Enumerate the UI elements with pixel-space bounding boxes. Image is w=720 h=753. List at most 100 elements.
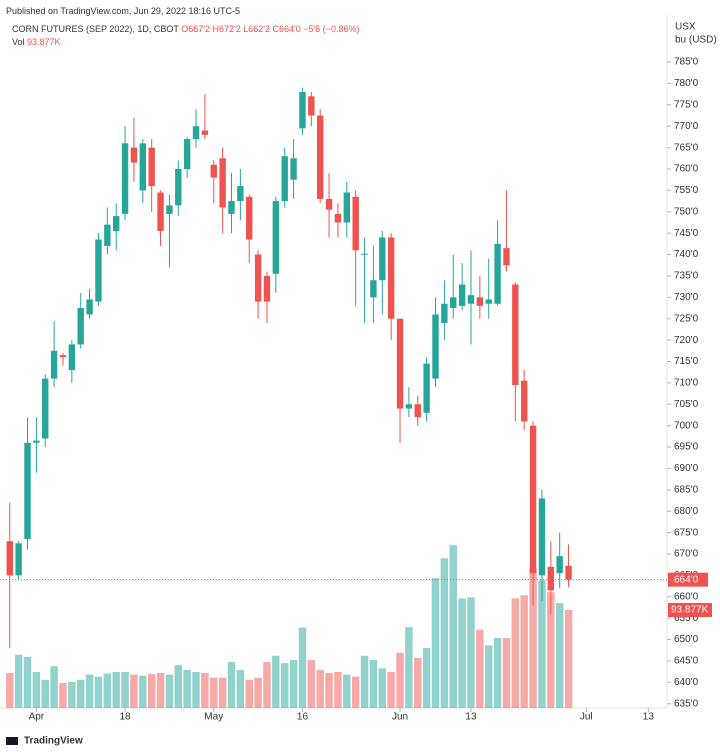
volume-bar	[245, 679, 253, 708]
header: CORN FUTURES (SEP 2022), 1D, CBOT O667'2…	[12, 24, 359, 34]
candle-body	[24, 442, 31, 540]
axis-unit: bu (USD)	[675, 35, 717, 46]
volume-bar	[272, 655, 280, 708]
candle-body	[450, 297, 457, 309]
volume-bar	[564, 610, 573, 708]
y-tick-label: 675'0	[674, 527, 699, 538]
candle-body	[86, 299, 93, 315]
volume-bar	[387, 671, 395, 708]
candle-body	[6, 541, 13, 576]
volume-bar	[484, 645, 493, 708]
volume-bar	[316, 669, 324, 708]
y-tick-label: 700'0	[674, 420, 699, 431]
candle-body	[148, 147, 155, 187]
candle-body	[272, 201, 280, 274]
candle-body	[290, 158, 297, 180]
candle-body	[494, 243, 501, 304]
candle-body	[112, 216, 120, 232]
logo-icon	[6, 737, 18, 745]
volume-bar	[289, 659, 298, 708]
volume-bar	[174, 665, 183, 708]
x-tick-label: 13	[465, 712, 477, 723]
candle-body	[281, 156, 288, 202]
candle-body	[387, 237, 395, 319]
volume-bar	[32, 671, 41, 708]
y-tick-label: 740'0	[674, 249, 699, 260]
volume-bar	[103, 673, 112, 708]
volume-bar	[431, 578, 440, 708]
y-tick-label: 760'0	[674, 164, 699, 175]
volume-bar	[23, 656, 32, 708]
volume-bar	[218, 677, 227, 708]
candle-body	[219, 158, 226, 208]
published-note: Published on TradingView.com, Jun 29, 20…	[6, 6, 240, 16]
candle-body	[458, 284, 466, 306]
last-volume-tag	[668, 603, 712, 618]
candle-body	[15, 543, 22, 576]
y-tick-label: 695'0	[674, 442, 699, 453]
volume-bar	[555, 603, 564, 708]
y-tick-label: 720'0	[674, 335, 699, 346]
candle-body	[299, 92, 306, 129]
candle-body	[210, 164, 217, 178]
candle-body	[42, 378, 49, 439]
volume-bar	[112, 671, 120, 708]
volume-bar	[183, 669, 191, 708]
y-tick-label: 655'0	[674, 613, 699, 624]
volume-bar	[440, 558, 449, 708]
candle-body	[130, 147, 138, 163]
candle-body	[343, 192, 350, 223]
volume-bar	[59, 682, 67, 708]
y-tick-label: 645'0	[674, 656, 699, 667]
volume-bar	[14, 654, 23, 708]
x-tick-label: May	[204, 712, 223, 723]
x-tick-label: Apr	[29, 712, 45, 723]
volume-bar	[476, 629, 484, 708]
volume-bar	[467, 597, 475, 708]
volume-bar	[94, 676, 103, 708]
volume-bar	[68, 681, 76, 708]
candle-body	[68, 344, 76, 371]
volume-bar	[547, 592, 555, 708]
y-tick-label: 735'0	[674, 271, 699, 282]
volume-bar	[396, 652, 404, 708]
ohlc: O667'2 H672'2 L662'2 C664'0 −5'6 (−0.86%…	[181, 24, 360, 34]
candle-body	[201, 130, 209, 135]
last-price-label: 664'0	[674, 574, 699, 585]
y-tick-label: 725'0	[674, 313, 699, 324]
y-tick-label: 765'0	[674, 142, 699, 153]
y-tick-label: 785'0	[674, 57, 699, 68]
volume-bar	[298, 627, 307, 708]
candle-body	[503, 248, 510, 266]
candle-body	[547, 566, 555, 591]
candle-body	[308, 96, 315, 116]
volume-bar	[263, 662, 271, 708]
volume-bar	[334, 671, 342, 708]
volume-bar	[351, 676, 360, 708]
volume-bar	[192, 671, 200, 708]
candle-body	[379, 237, 386, 281]
candle-body	[565, 565, 572, 580]
volume-bar	[50, 666, 58, 708]
candle-body	[33, 440, 40, 443]
candle-body	[538, 498, 546, 576]
candle-body	[334, 213, 342, 223]
candle-body	[183, 139, 191, 169]
vol-value: 93.877K	[27, 37, 61, 47]
last-price-tag	[668, 572, 708, 587]
candle-body	[254, 254, 262, 302]
x-tick-label: 18	[120, 712, 132, 723]
volume-bar	[493, 638, 502, 708]
candle-body	[139, 143, 146, 191]
volume-bar	[147, 674, 156, 708]
candle-body	[228, 201, 235, 214]
y-tick-label: 680'0	[674, 506, 699, 517]
volume-bar	[538, 580, 546, 708]
volume-bar	[236, 669, 245, 708]
candle-body	[77, 308, 84, 345]
candle-body	[432, 314, 439, 379]
y-tick-label: 770'0	[674, 121, 699, 132]
volume-bar	[139, 675, 147, 708]
candle-body	[414, 404, 421, 418]
candle-body	[325, 198, 333, 210]
